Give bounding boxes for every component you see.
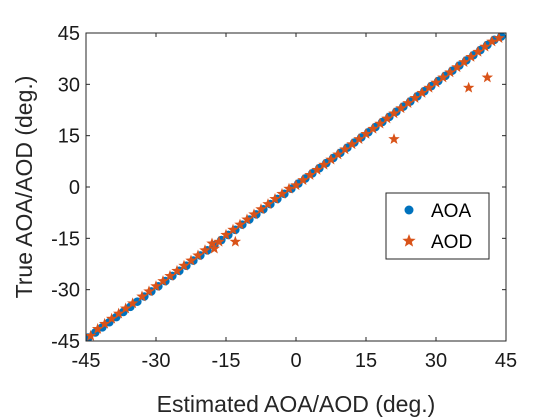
aod-point	[472, 45, 484, 57]
aod-point	[119, 302, 132, 314]
aod-point	[479, 40, 491, 52]
aod-point	[91, 323, 104, 334]
aod-point	[311, 163, 323, 175]
aod-point	[360, 127, 372, 139]
x-tick-label: 30	[425, 350, 447, 372]
x-axis-title: Estimated AOA/AOD (deg.)	[157, 391, 436, 417]
aod-point	[437, 71, 449, 83]
aod-point	[241, 213, 253, 225]
x-tick-label: -45	[72, 350, 101, 372]
legend: AOA AOD	[385, 192, 490, 260]
y-tick-label: 0	[69, 177, 80, 199]
y-tick-label: -30	[51, 280, 80, 302]
aod-point	[395, 102, 407, 114]
aod-point	[444, 66, 456, 78]
aod-point	[416, 86, 428, 98]
aod-point	[105, 312, 118, 324]
aod-point	[143, 285, 155, 297]
aod-point	[262, 198, 274, 209]
aod-point	[493, 33, 505, 43]
y-tick-label: 15	[58, 126, 80, 148]
x-tick-label: 0	[290, 350, 301, 372]
aod-point	[220, 228, 232, 240]
aod-point	[185, 254, 197, 266]
y-tick-labels: -45 -30 -15 0 15 30 45	[51, 23, 80, 353]
aod-point	[157, 275, 169, 286]
y-axis-title: True AOA/AOD (deg.)	[11, 76, 37, 299]
aod-point	[229, 235, 242, 247]
aod-point	[409, 92, 421, 103]
aod-point	[171, 264, 183, 276]
aod-point	[332, 148, 344, 160]
aod-point	[367, 122, 379, 134]
aod-point	[136, 290, 148, 302]
aod-point	[481, 71, 494, 83]
legend-label-aod: AOD	[431, 232, 472, 253]
aod-point	[451, 61, 463, 73]
aod-point	[290, 179, 302, 191]
aod-point	[199, 244, 211, 256]
aod-point	[304, 169, 316, 180]
aod-point	[283, 182, 295, 194]
aod-point	[213, 235, 225, 247]
legend-box	[385, 192, 490, 260]
aod-point	[388, 107, 400, 119]
y-tick-label: -15	[51, 228, 80, 250]
legend-label-aoa: AOA	[431, 201, 471, 222]
aod-point	[381, 112, 393, 124]
aod-point	[318, 158, 330, 170]
legend-marker-aod	[402, 234, 416, 247]
aod-point	[150, 280, 162, 292]
aod-point	[208, 242, 221, 254]
aod-point	[98, 317, 111, 329]
aod-point	[339, 143, 351, 155]
y-tick-label: -45	[51, 331, 80, 353]
y-tick-label: 30	[58, 74, 80, 96]
axis-ticks	[85, 32, 507, 342]
aod-point	[86, 329, 97, 341]
aod-point	[248, 208, 260, 220]
aod-point	[227, 223, 239, 235]
aod-point	[255, 203, 267, 215]
aod-point	[374, 117, 386, 129]
aod-point	[206, 237, 218, 249]
aod-point	[192, 249, 204, 261]
aod-point	[430, 76, 442, 88]
aod-point	[164, 269, 176, 281]
aod-point	[465, 50, 477, 62]
aod-point	[269, 192, 281, 204]
legend-marker-aoa	[404, 205, 414, 215]
aod-point	[388, 133, 400, 144]
x-tick-label: -30	[142, 350, 171, 372]
aod-point	[112, 307, 125, 319]
aod-point	[458, 56, 470, 67]
x-tick-label: -15	[212, 350, 241, 372]
aod-point	[486, 35, 498, 47]
aod-point	[462, 81, 475, 93]
aod-point	[297, 174, 309, 186]
x-tick-label: 45	[495, 350, 517, 372]
x-tick-label: 15	[355, 350, 377, 372]
aod-point	[346, 138, 358, 150]
aod-point	[126, 297, 139, 309]
aod-point	[276, 187, 288, 199]
y-tick-label: 45	[58, 23, 80, 45]
aod-point	[234, 218, 246, 230]
aod-point	[402, 97, 414, 109]
aod-point	[423, 81, 435, 93]
aod-point	[325, 153, 337, 165]
aod-point	[178, 259, 190, 271]
data-marks	[86, 33, 506, 341]
aod-point	[353, 133, 365, 144]
x-tick-labels: -45 -30 -15 0 15 30 45	[72, 350, 518, 372]
